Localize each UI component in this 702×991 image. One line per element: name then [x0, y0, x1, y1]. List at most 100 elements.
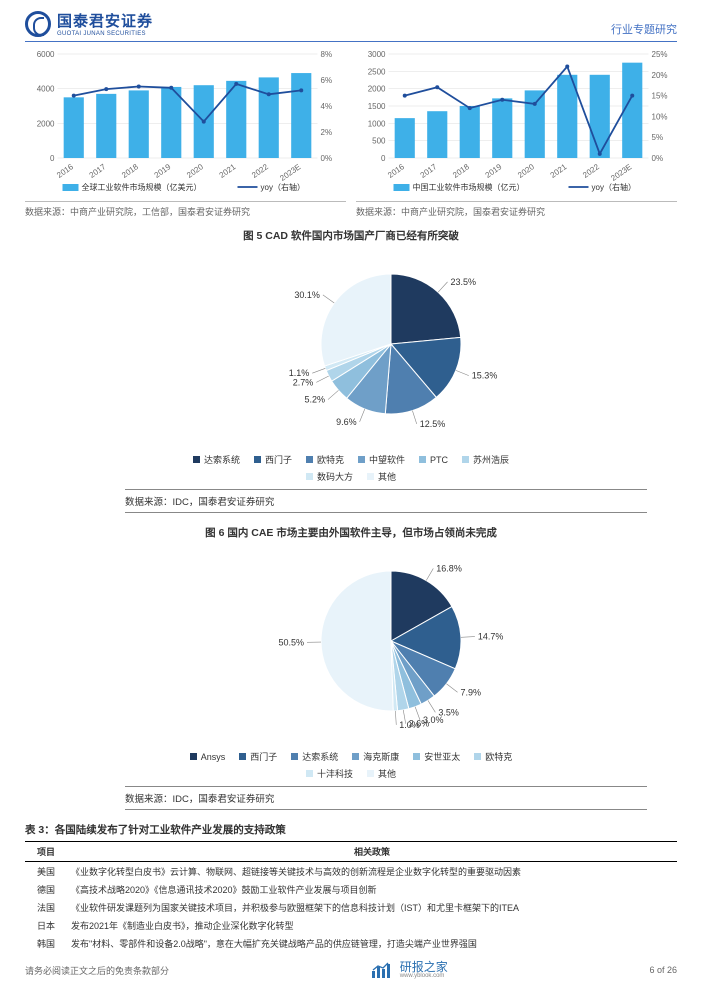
policy-table: 项目相关政策美国《业数字化转型白皮书》云计算、物联网、超链接等关键技术与高效的创… [25, 841, 677, 952]
chart-right-source: 数据来源：中商产业研究院，国泰君安证券研究 [356, 201, 677, 218]
global-industrial-sw-chart: 0 2000 4000 6000 0% 2% 4% 6% 8% 2016 2017 2018 2019 2… [25, 48, 346, 198]
svg-text:全球工业软件市场规模（亿美元）: 全球工业软件市场规模（亿美元） [82, 182, 202, 192]
svg-text:8%: 8% [321, 50, 333, 59]
fig5-title: 图 5 CAD 软件国内市场国产厂商已经有所突破 [25, 228, 677, 243]
svg-text:6000: 6000 [37, 50, 55, 59]
svg-text:0%: 0% [652, 154, 664, 163]
table3-title: 表 3：各国陆续发布了针对工业软件产业发展的支持政策 [25, 822, 677, 837]
fig6-title: 图 6 国内 CAE 市场主要由外国软件主导，但市场占领尚未完成 [25, 525, 677, 540]
legend-item: 其他 [367, 767, 396, 780]
svg-text:25%: 25% [652, 50, 668, 59]
svg-text:16.8%: 16.8% [436, 563, 462, 573]
svg-text:2021: 2021 [549, 162, 569, 180]
page-footer: 请务必阅读正文之后的免责条款部分 研报之家 www.yblook.com 6 o… [25, 961, 677, 979]
svg-text:7.9%: 7.9% [461, 687, 482, 697]
cad-pie-legend: 达索系统 西门子 欧特克 中望软件 PTC 苏州浩辰数码大方 其他 [171, 453, 531, 483]
legend-item: 达索系统 [193, 453, 240, 466]
table-row: 德国《高技术战略2020》《信息通讯技术2020》鼓励工业软件产业发展与项目创新 [25, 880, 677, 898]
svg-text:23.5%: 23.5% [451, 277, 477, 287]
svg-text:2016: 2016 [386, 162, 406, 180]
legend-item: 海克斯康 [352, 750, 399, 763]
svg-text:2000: 2000 [37, 119, 55, 128]
svg-text:500: 500 [372, 137, 386, 146]
brand-logo: 国泰君安证券 GUOTAI JUNAN SECURITIES [25, 10, 153, 37]
table-row: 韩国发布"材料、零部件和设备2.0战略"，意在大幅扩充关键战略产品的供应链管理，… [25, 934, 677, 952]
watermark-text: 研报之家 [400, 961, 448, 973]
svg-text:5.2%: 5.2% [304, 395, 325, 405]
svg-text:2019: 2019 [153, 162, 173, 180]
svg-text:yoy（右轴）: yoy（右轴） [592, 182, 636, 192]
svg-text:2018: 2018 [451, 162, 471, 180]
chart-left-source: 数据来源：中商产业研究院，工信部，国泰君安证券研究 [25, 201, 346, 218]
table-row: 美国《业数字化转型白皮书》云计算、物联网、超链接等关键技术与高效的创新流程是企业… [25, 862, 677, 881]
svg-text:2022: 2022 [581, 162, 601, 180]
svg-text:2019: 2019 [484, 162, 504, 180]
page-root: 国泰君安证券 GUOTAI JUNAN SECURITIES 行业专题研究 02… [0, 0, 702, 991]
svg-text:2022: 2022 [250, 162, 270, 180]
svg-text:2016: 2016 [55, 162, 75, 180]
cae-pie-legend: Ansys西门子达索系统海克斯康安世亚太欧特克十沣科技其他 [171, 750, 531, 780]
svg-text:14.7%: 14.7% [478, 632, 504, 642]
svg-text:4%: 4% [321, 102, 333, 111]
legend-item: Ansys [190, 750, 226, 763]
brand-name-en: GUOTAI JUNAN SECURITIES [57, 31, 153, 37]
page-header: 国泰君安证券 GUOTAI JUNAN SECURITIES 行业专题研究 [25, 10, 677, 42]
table-row: 法国《业软件研发课题列为国家关键技术项目，并积极参与欧盟框架下的信息科技计划（I… [25, 898, 677, 916]
svg-text:2%: 2% [321, 128, 333, 137]
legend-item: 欧特克 [306, 453, 344, 466]
watermark-icon [371, 961, 395, 979]
logo-icon [25, 11, 51, 37]
svg-text:2017: 2017 [419, 162, 439, 180]
china-industrial-sw-chart: 0500100015002000250030000%5%10%15%20%25%… [356, 48, 677, 198]
svg-text:0: 0 [50, 154, 55, 163]
svg-text:2021: 2021 [218, 162, 238, 180]
svg-text:20%: 20% [652, 71, 668, 80]
legend-item: 西门子 [254, 453, 292, 466]
svg-text:中国工业软件市场规模（亿元）: 中国工业软件市场规模（亿元） [413, 182, 525, 192]
svg-text:5%: 5% [652, 133, 664, 142]
legend-item: 数码大方 [306, 470, 353, 483]
svg-text:2023E: 2023E [278, 162, 302, 183]
svg-text:1.0%: 1.0% [399, 720, 420, 730]
legend-item: 安世亚太 [413, 750, 460, 763]
svg-text:3000: 3000 [368, 50, 386, 59]
svg-text:2500: 2500 [368, 67, 386, 76]
svg-text:15%: 15% [652, 92, 668, 101]
svg-text:0: 0 [381, 154, 386, 163]
watermark-url: www.yblook.com [400, 973, 448, 979]
legend-item: 苏州浩辰 [462, 453, 509, 466]
svg-text:12.5%: 12.5% [420, 419, 446, 429]
legend-item: 西门子 [239, 750, 277, 763]
svg-text:2.7%: 2.7% [293, 377, 314, 387]
table-header: 项目 [25, 842, 67, 862]
fig5-source: 数据来源：IDC，国泰君安证券研究 [125, 489, 647, 513]
watermark: 研报之家 www.yblook.com [371, 961, 448, 979]
svg-text:30.1%: 30.1% [294, 290, 320, 300]
svg-text:6%: 6% [321, 76, 333, 85]
svg-text:0%: 0% [321, 154, 333, 163]
table-header: 相关政策 [67, 842, 677, 862]
svg-text:2020: 2020 [185, 162, 205, 180]
svg-text:15.3%: 15.3% [472, 371, 498, 381]
svg-text:2018: 2018 [120, 162, 140, 180]
svg-text:1500: 1500 [368, 102, 386, 111]
legend-item: 欧特克 [474, 750, 512, 763]
disclaimer-text: 请务必阅读正文之后的免责条款部分 [25, 964, 169, 977]
svg-text:4000: 4000 [37, 85, 55, 94]
cad-market-pie: 23.5%15.3%12.5%9.6%5.2%2.7%1.1%30.1% [141, 249, 561, 449]
svg-text:1.1%: 1.1% [289, 368, 310, 378]
svg-text:yoy（右轴）: yoy（右轴） [261, 182, 305, 192]
legend-item: 其他 [367, 470, 396, 483]
svg-text:2017: 2017 [88, 162, 108, 180]
legend-item: 中望软件 [358, 453, 405, 466]
cae-market-pie: 16.8%14.7%7.9%3.5%3.0%2.6%1.0%50.5% [141, 546, 561, 746]
legend-item: PTC [419, 453, 448, 466]
svg-text:1000: 1000 [368, 119, 386, 128]
svg-text:2023E: 2023E [609, 162, 633, 183]
brand-name-cn: 国泰君安证券 [57, 10, 153, 31]
page-number: 6 of 26 [649, 965, 677, 975]
legend-item: 十沣科技 [306, 767, 353, 780]
table-row: 日本发布2021年《制造业白皮书》，推动企业深化数字化转型 [25, 916, 677, 934]
report-category: 行业专题研究 [611, 21, 677, 37]
top-charts-row: 0 2000 4000 6000 0% 2% 4% 6% 8% 2016 2017 2018 2019 2… [25, 48, 677, 218]
